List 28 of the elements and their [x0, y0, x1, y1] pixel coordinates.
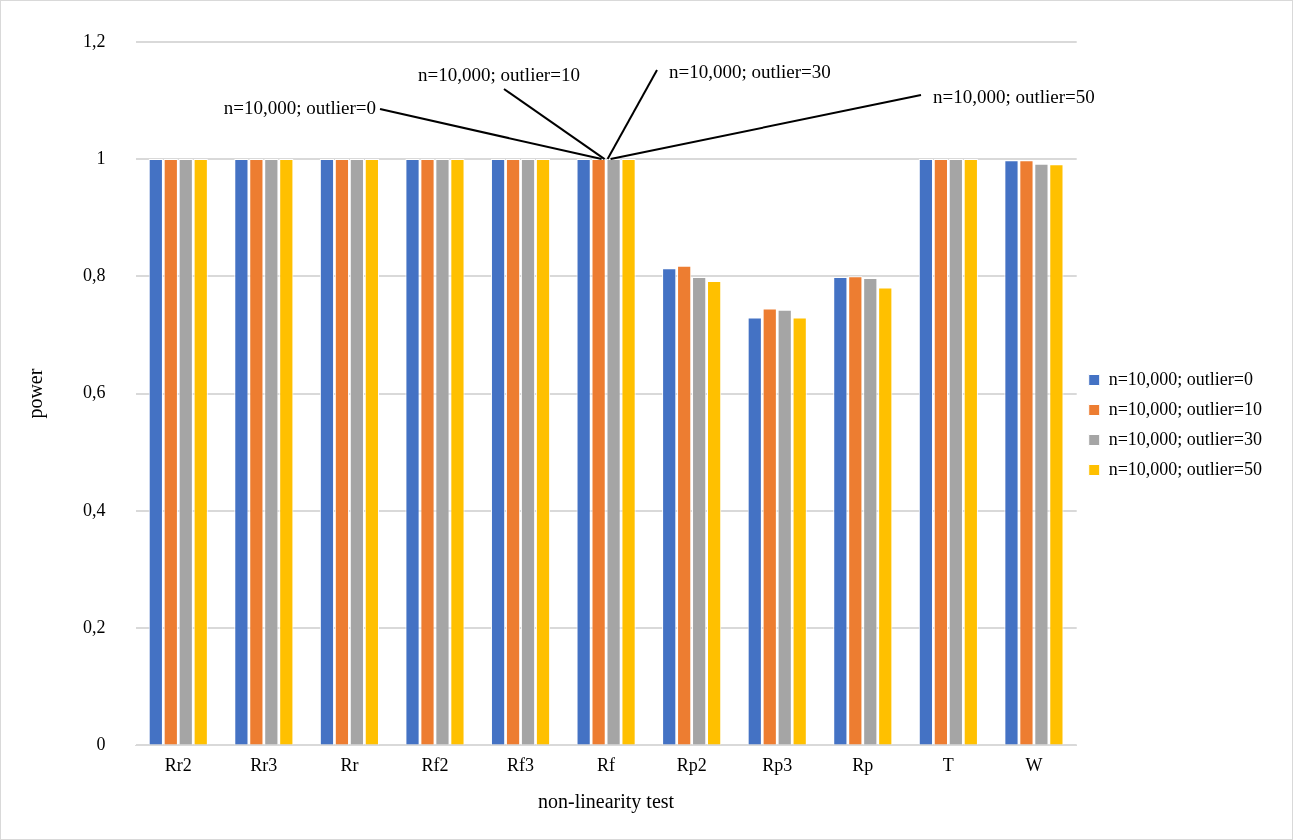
x-tick-label: Rp3 — [762, 754, 793, 775]
y-tick-label: 0,4 — [83, 499, 106, 520]
y-tick-label: 1,2 — [83, 30, 106, 51]
x-tick-label: Rp2 — [676, 754, 707, 775]
annotation: n=10,000; outlier=30 — [669, 60, 831, 82]
x-tick-label: Rp — [852, 754, 874, 775]
x-tick-label: W — [1025, 754, 1043, 775]
y-tick-label: 0,8 — [83, 265, 106, 286]
y-tick-label: 0,6 — [83, 382, 106, 403]
y-tick-label: 1 — [96, 147, 106, 168]
y-tick-label: 0 — [96, 734, 106, 755]
x-tick-label: Rf2 — [421, 754, 449, 775]
legend-label: n=10,000; outlier=50 — [1108, 458, 1263, 479]
x-tick-label: Rf — [597, 754, 616, 775]
x-axis-title: non-linearity test — [538, 790, 675, 814]
annotation: n=10,000; outlier=0 — [223, 96, 376, 118]
x-tick-label: Rr2 — [164, 754, 192, 775]
x-tick-label: T — [942, 754, 954, 775]
annotation: n=10,000; outlier=50 — [933, 85, 1095, 107]
annotation: n=10,000; outlier=10 — [418, 63, 580, 85]
y-axis-title: power — [24, 368, 48, 419]
y-tick-label: 0,2 — [83, 616, 106, 637]
x-tick-label: Rr3 — [250, 754, 278, 775]
legend-label: n=10,000; outlier=0 — [1108, 368, 1254, 389]
legend-label: n=10,000; outlier=30 — [1108, 428, 1263, 449]
x-tick-label: Rr — [340, 754, 359, 775]
x-tick-label: Rf3 — [507, 754, 535, 775]
legend-label: n=10,000; outlier=10 — [1108, 398, 1263, 419]
